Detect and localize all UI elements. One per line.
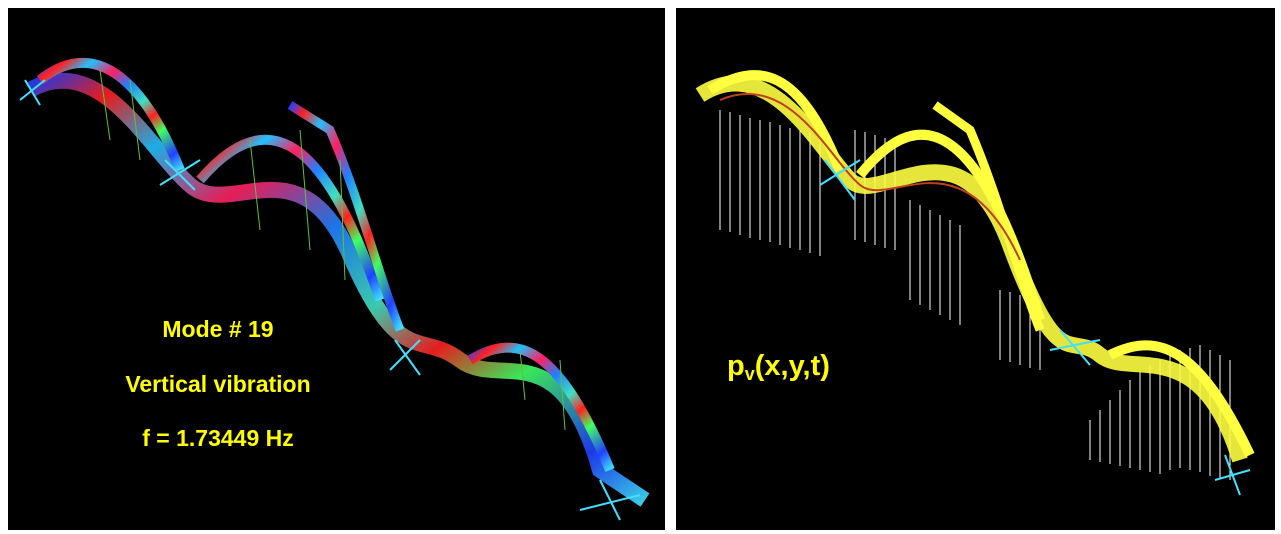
load-label-rest: (x,y,t) (755, 350, 830, 382)
load-label-subscript: v (745, 364, 755, 384)
left-panel: Mode # 19 Vertical vibration f = 1.73449… (8, 8, 665, 530)
figure: Mode # 19 Vertical vibration f = 1.73449… (0, 0, 1281, 534)
right-panel: pv(x,y,t) (676, 8, 1275, 530)
load-label: pv(x,y,t) (727, 350, 830, 384)
panel-background (8, 8, 665, 530)
frequency-label: f = 1.73449 Hz (142, 425, 294, 451)
mode-label: Mode # 19 (162, 316, 273, 342)
vibration-label: Vertical vibration (125, 371, 310, 397)
load-label-base: p (727, 350, 745, 382)
page: {"left_panel": {"lines": ["Mode # 19", "… (0, 0, 1281, 534)
